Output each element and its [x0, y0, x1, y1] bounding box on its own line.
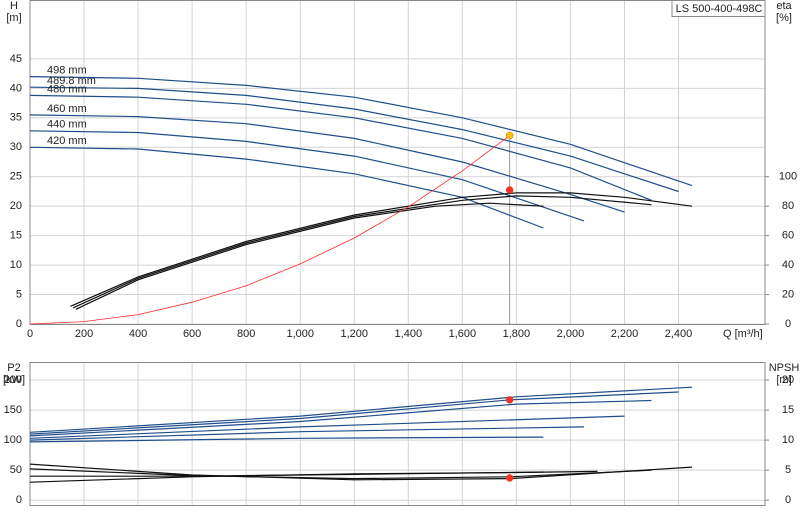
y-tick-label: 50 [10, 464, 22, 476]
y-tick-label: 10 [10, 259, 22, 271]
y2-axis-label: eta [776, 0, 792, 12]
y-tick-label: 20 [10, 200, 22, 212]
curve [29, 146, 544, 229]
y2-tick-label: 60 [782, 230, 794, 242]
curve-label: 420 mm [47, 135, 87, 147]
y-axis-label: [m] [6, 12, 21, 24]
curve [29, 94, 652, 201]
operating-point [505, 186, 514, 194]
title-box [671, 0, 766, 17]
y-tick-label: 0 [16, 318, 22, 330]
y2-tick-label: 80 [782, 200, 794, 212]
curve-label: 498 mm [47, 64, 87, 76]
x-tick-label: 2,000 [557, 328, 585, 340]
curve-label: 489.8 mm [47, 75, 96, 87]
x-tick-label: 200 [75, 328, 93, 340]
x-tick-label: 1,400 [395, 328, 423, 340]
curve [29, 130, 585, 222]
x-tick-label: 800 [237, 328, 255, 340]
y-tick-label: 45 [10, 53, 22, 65]
operating-point [505, 131, 514, 140]
x-tick-label: 0 [27, 328, 33, 340]
curve [29, 135, 510, 325]
y-tick-label: 35 [10, 112, 22, 124]
y-tick-label: 5 [16, 288, 22, 300]
chart-title: LS 500-400-498C [676, 3, 763, 15]
operating-point [505, 474, 514, 482]
y-tick-label: 200 [4, 374, 22, 386]
y2-axis-label: [%] [776, 12, 792, 24]
curve [75, 202, 544, 310]
y-tick-label: 30 [10, 141, 22, 153]
curve [29, 386, 693, 433]
curve [29, 76, 693, 187]
curve [29, 415, 625, 439]
curve [30, 471, 544, 477]
curve [29, 463, 693, 481]
y2-axis-label: [m] [776, 374, 791, 386]
y2-tick-label: 0 [785, 318, 791, 330]
y-axis-label: P2 [7, 362, 20, 374]
y2-tick-label: 10 [782, 434, 794, 446]
x-tick-label: 600 [183, 328, 201, 340]
y2-tick-label: 20 [782, 288, 794, 300]
curve [29, 391, 679, 435]
x-tick-label: 1,000 [286, 328, 314, 340]
curve [72, 195, 652, 309]
x-tick-label: 2,400 [665, 328, 693, 340]
y-tick-label: 25 [10, 171, 22, 183]
curve-label: 440 mm [47, 119, 87, 131]
curve [29, 399, 652, 437]
y2-tick-label: 20 [782, 374, 794, 386]
curve [29, 86, 679, 193]
y-axis-label: [kW] [3, 374, 25, 386]
y-tick-label: 0 [16, 494, 22, 506]
x-tick-label: 1,200 [340, 328, 368, 340]
curve-label: 460 mm [47, 103, 87, 115]
y2-tick-label: 40 [782, 259, 794, 271]
curve [29, 426, 585, 441]
y-tick-label: 40 [10, 82, 22, 94]
y-tick-label: 150 [4, 404, 22, 416]
y2-tick-label: 100 [779, 171, 797, 183]
y-tick-label: 100 [4, 434, 22, 446]
curve [29, 468, 652, 480]
plot-frame [29, 0, 766, 325]
x-tick-label: 1,600 [449, 328, 477, 340]
curve [29, 436, 544, 443]
x-tick-label: 400 [129, 328, 147, 340]
x-tick-label: 1,800 [503, 328, 531, 340]
y-axis-label: H [10, 0, 18, 12]
y2-tick-label: 0 [785, 494, 791, 506]
y2-tick-label: 5 [785, 464, 791, 476]
x-tick-label: 2,200 [611, 328, 639, 340]
curve [29, 114, 625, 213]
y-tick-label: 15 [10, 230, 22, 242]
x-axis-label: Q [m³/h] [723, 328, 763, 340]
y2-axis-label: NPSH [769, 362, 800, 374]
operating-point [505, 396, 514, 404]
curve [70, 192, 693, 307]
curve-label: 480 mm [47, 83, 87, 95]
y2-tick-label: 15 [782, 404, 794, 416]
